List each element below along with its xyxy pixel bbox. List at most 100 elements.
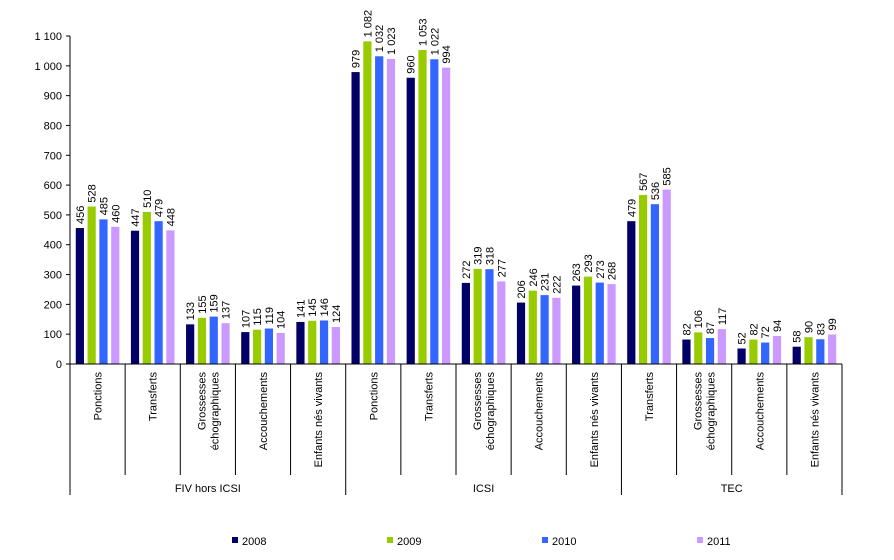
bar-2011-12 [772, 335, 782, 364]
data-label-2010-7: 318 [484, 247, 496, 265]
data-label-2011-12: 94 [772, 320, 784, 332]
y-tick-label: 500 [44, 210, 62, 222]
data-label-2010-13: 83 [815, 323, 827, 335]
legend-label-2008: 2008 [242, 536, 266, 548]
bar-2009-13 [804, 337, 813, 364]
y-tick-label: 300 [44, 270, 62, 282]
bar-2011-13 [828, 334, 837, 364]
data-label-2010-9: 273 [595, 260, 607, 278]
y-tick-label: 1 100 [34, 31, 62, 43]
data-label-2009-0: 528 [87, 184, 99, 202]
data-label-2008-5: 979 [351, 50, 363, 68]
category-label: Transferts [423, 372, 435, 422]
bar-2008-5 [351, 72, 360, 364]
bar-2010-13 [816, 339, 825, 364]
bar-2011-7 [497, 281, 506, 364]
bar-2011-5 [386, 58, 396, 365]
data-label-2008-3: 107 [240, 310, 252, 328]
bar-2009-3 [253, 329, 262, 364]
bar-2010-1 [154, 221, 163, 364]
category-label: Accouchements [534, 372, 546, 451]
data-label-2009-3: 115 [252, 308, 264, 326]
data-label-2011-4: 124 [331, 305, 343, 323]
data-label-2009-11: 106 [693, 310, 705, 328]
bar-2008-12 [737, 348, 746, 364]
data-label-2009-7: 319 [473, 247, 485, 265]
bar-2010-6 [430, 59, 439, 365]
data-label-2009-5: 1 082 [362, 10, 374, 38]
category-label: Grossesses [693, 372, 705, 431]
data-label-2008-13: 58 [792, 330, 804, 342]
data-label-2011-8: 222 [551, 275, 563, 293]
group-label-tec: TEC [721, 483, 743, 495]
legend-swatch-2011 [697, 537, 703, 543]
legend-swatch-2010 [542, 537, 548, 543]
category-label: Accouchements [754, 372, 766, 451]
category-label: Transferts [148, 372, 160, 422]
bar-2008-13 [792, 346, 801, 364]
bar-2011-2 [221, 323, 230, 364]
data-label-2011-5: 1 023 [386, 27, 398, 55]
bar-2010-12 [761, 342, 770, 364]
y-tick-label: 600 [44, 180, 62, 192]
data-label-2011-0: 460 [110, 204, 122, 222]
data-label-2011-1: 448 [165, 208, 177, 226]
data-label-2008-10: 479 [626, 199, 638, 217]
bar-2009-9 [583, 276, 593, 364]
bar-2008-10 [627, 221, 636, 364]
data-label-2009-4: 145 [307, 298, 319, 316]
data-label-2009-8: 246 [528, 268, 540, 286]
data-label-2008-7: 272 [461, 261, 473, 279]
bar-2011-9 [607, 284, 616, 364]
data-label-2011-9: 268 [607, 262, 619, 280]
y-tick-label: 1 000 [34, 61, 62, 73]
data-label-2011-13: 99 [827, 318, 839, 330]
bar-2010-4 [319, 320, 329, 364]
bar-2010-0 [99, 219, 108, 364]
bar-2008-2 [186, 324, 195, 364]
bar-2009-4 [308, 320, 317, 364]
data-label-2009-2: 155 [197, 295, 209, 313]
category-label: Ponctions [93, 372, 105, 421]
legend-label-2010: 2010 [552, 536, 576, 548]
data-label-2008-8: 206 [516, 280, 528, 298]
bar-2009-6 [418, 50, 427, 364]
category-label: Transferts [644, 372, 656, 422]
legend-label-2011: 2011 [707, 536, 731, 548]
category-label: Enfants nés vivants [589, 372, 601, 468]
legend-swatch-2009 [387, 537, 393, 543]
category-label: Grossesses [472, 372, 484, 431]
data-label-2010-5: 1 032 [374, 25, 386, 53]
bar-2009-5 [363, 41, 372, 364]
bar-2008-1 [130, 230, 140, 364]
data-label-2008-1: 447 [130, 208, 142, 226]
bar-2011-8 [552, 297, 561, 364]
data-label-2008-12: 52 [737, 332, 749, 344]
bar-2010-5 [375, 56, 384, 364]
category-label: échographiques [706, 372, 718, 451]
category-label: échographiques [485, 372, 497, 451]
bar-2008-0 [75, 228, 84, 364]
bar-2010-7 [485, 269, 494, 364]
group-label-icsi: ICSI [473, 483, 494, 495]
data-label-2009-10: 567 [638, 173, 650, 191]
bar-2009-11 [694, 332, 703, 364]
bar-2008-4 [296, 321, 305, 364]
category-label: Grossesses [196, 372, 208, 431]
x-axis: Ponctions Transferts Grossesses échographiq… [69, 363, 843, 495]
data-label-2008-4: 141 [295, 300, 307, 318]
data-label-2009-1: 510 [142, 190, 154, 208]
bar-2010-11 [705, 338, 715, 364]
y-tick-label: 200 [44, 299, 62, 311]
y-tick-label: 100 [44, 329, 62, 341]
data-label-2009-9: 293 [583, 254, 595, 272]
bar-2010-8 [540, 295, 549, 364]
data-label-2011-11: 117 [717, 308, 729, 326]
legend: 2008 2009 2010 2011 [232, 536, 731, 548]
bar-2008-7 [461, 282, 470, 364]
data-label-2011-7: 277 [496, 259, 508, 277]
data-label-2009-6: 1 053 [418, 18, 430, 46]
bar-2009-7 [473, 268, 482, 364]
bar-2011-3 [276, 332, 285, 364]
bar-2010-9 [595, 282, 604, 364]
